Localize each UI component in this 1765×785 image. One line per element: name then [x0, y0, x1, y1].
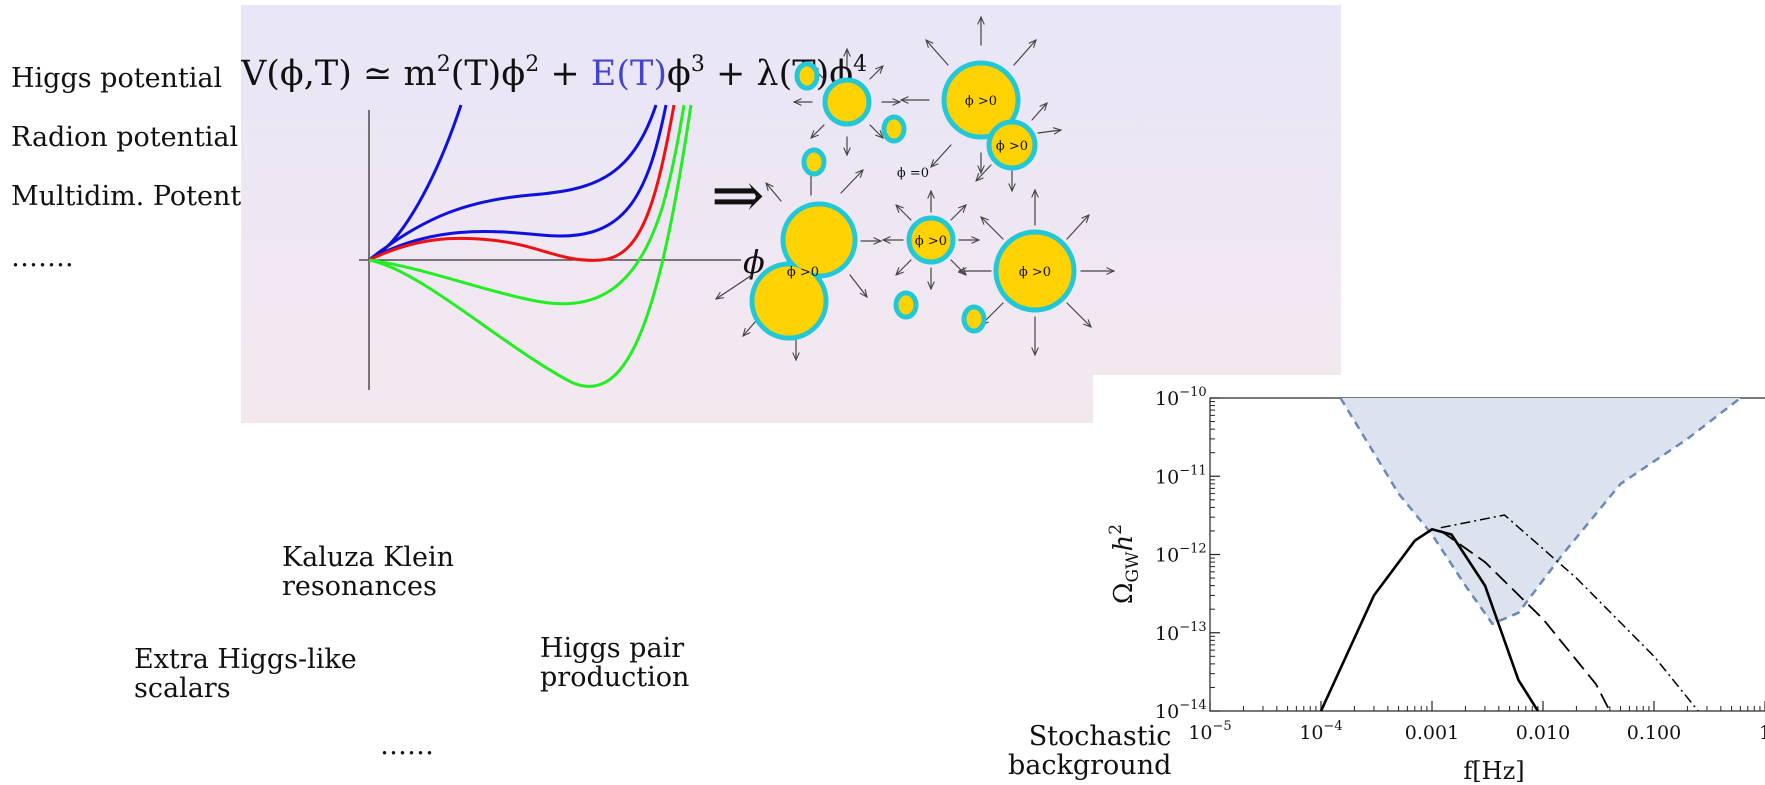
gw-x-tick-label: 0.010 — [1516, 722, 1570, 744]
small-bubble — [794, 61, 820, 91]
kaluza-klein-line1: Kaluza Klein — [282, 542, 455, 573]
gw-y-tick-label: 10−13 — [1155, 620, 1207, 645]
stochastic-line1: Stochastic — [1028, 721, 1172, 752]
potential-curve-blue-3 — [368, 104, 668, 262]
potential-axis-phi: ϕ — [743, 243, 765, 281]
gw-y-tick-label: 10−12 — [1155, 542, 1207, 567]
multidim-potential-label: Multidim. Potential — [11, 181, 275, 212]
extra-higgs-line2: scalars — [134, 673, 231, 704]
small-bubble — [893, 290, 919, 320]
bubble-c — [986, 119, 1038, 171]
gw-x-tick-label: 10−4 — [1299, 719, 1342, 744]
implies-symbol: ⇒ — [711, 159, 765, 233]
bubble-label-phi-pos: ϕ >0 — [915, 234, 947, 249]
gw-sensitivity-curve — [1339, 398, 1742, 626]
bubble-nucleation-diagram: ϕ >0 ϕ >0 ϕ >0 ϕ >0 ϕ >0 ϕ =0 — [716, 17, 1114, 360]
small-bubble — [881, 114, 907, 144]
stochastic-background-label: Stochastic background — [1008, 722, 1171, 780]
higgs-pair-line1: Higgs pair — [540, 633, 685, 664]
bubble-label-phi-pos: ϕ >0 — [965, 94, 997, 109]
gw-y-tick-label: 10−11 — [1155, 463, 1207, 488]
gw-y-tick-label: 10−14 — [1155, 698, 1207, 723]
gw-y-axis-label: ΩGWh2 — [1106, 524, 1143, 604]
gw-sensitivity-region — [1340, 398, 1741, 624]
radion-potential-label: Radion potential — [11, 122, 239, 153]
potential-curve-green-1 — [368, 104, 686, 306]
extra-higgs-label: Extra Higgs-like scalars — [134, 645, 357, 703]
potential-curve-blue-2 — [368, 104, 658, 262]
bubble-a — [822, 77, 872, 127]
higgs-pair-line2: production — [540, 662, 690, 693]
gw-curve-dash-dot — [1440, 514, 1699, 711]
stochastic-line2: background — [1008, 750, 1172, 781]
gw-x-tick-label: 0.100 — [1627, 722, 1681, 744]
potential-curve-red — [368, 104, 676, 262]
left-ellipsis: ……. — [11, 242, 74, 273]
gw-x-axis-label: f[Hz] — [1463, 757, 1524, 785]
bubble-b — [941, 60, 1021, 140]
gw-y-tick-label: 10−10 — [1155, 385, 1207, 410]
bubble-e — [906, 215, 956, 265]
kaluza-klein-label: Kaluza Klein resonances — [282, 543, 454, 601]
kaluza-klein-line2: resonances — [282, 571, 437, 602]
potential-curve-green-2 — [368, 104, 693, 388]
bubble-label-phi-zero: ϕ =0 — [897, 166, 929, 181]
small-bubble — [801, 147, 827, 177]
signatures-ellipsis: …… — [380, 730, 434, 761]
bubble-label-phi-pos: ϕ >0 — [996, 139, 1028, 154]
bubble-f — [993, 229, 1077, 313]
higgs-pair-label: Higgs pair production — [540, 634, 689, 692]
potential-panel: V(ϕ,T) ≃ m2(T)ϕ2 + E(T)ϕ3 + λ(T)ϕ4 ϕ ⇒ — [241, 5, 1341, 423]
small-bubble — [961, 304, 987, 334]
higgs-potential-label: Higgs potential — [11, 63, 223, 94]
gw-x-tick-label: 1 — [1759, 722, 1765, 744]
potential-formula: V(ϕ,T) ≃ m2(T)ϕ2 + E(T)ϕ3 + λ(T)ϕ4 — [241, 52, 867, 94]
gw-x-tick-label: 10−5 — [1188, 719, 1231, 744]
bubble-label-phi-pos: ϕ >0 — [787, 265, 819, 280]
gw-x-tick-label: 0.001 — [1405, 722, 1459, 744]
bubble-label-phi-pos: ϕ >0 — [1019, 265, 1051, 280]
gw-curve-dashed — [1440, 530, 1611, 711]
extra-higgs-line1: Extra Higgs-like — [134, 644, 357, 675]
